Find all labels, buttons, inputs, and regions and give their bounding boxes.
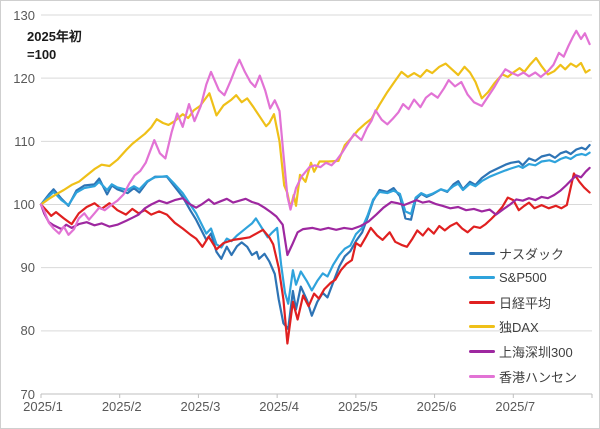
- legend-item-1: S&P500: [469, 270, 547, 286]
- y-axis-label-120: 120: [13, 70, 35, 86]
- series-line-3: [39, 56, 591, 210]
- x-axis-label-2025/3: 2025/3: [180, 399, 221, 414]
- x-axis-label-2025/2: 2025/2: [101, 399, 142, 414]
- series-line-2: [39, 172, 591, 345]
- legend-label-0: ナスダック: [499, 246, 565, 262]
- y-axis-label-130: 130: [13, 7, 35, 23]
- annotation-line2: =100: [27, 47, 57, 62]
- x-axis-label-2025/1: 2025/1: [23, 399, 63, 414]
- y-axis-label-110: 110: [14, 133, 35, 149]
- legend-item-0: ナスダック: [469, 245, 565, 262]
- legend-swatch-0: [469, 251, 495, 255]
- legend-item-5: 香港ハンセン: [469, 368, 578, 385]
- series-line-5: [39, 29, 591, 236]
- legend-swatch-3: [469, 325, 495, 329]
- legend-swatch-2: [469, 300, 495, 304]
- x-axis-label-2025/7: 2025/7: [495, 399, 536, 414]
- annotation-line1: 2025年初: [27, 29, 82, 44]
- legend-label-5: 香港ハンセン: [499, 369, 578, 385]
- legend-label-1: S&P500: [499, 270, 547, 286]
- legend-label-3: 独DAX: [499, 320, 539, 336]
- legend-swatch-1: [469, 276, 495, 280]
- chart-annotation: 2025年初 =100: [27, 28, 82, 64]
- series-line-1: [39, 151, 591, 305]
- legend-item-4: 上海深圳300: [469, 343, 573, 360]
- x-axis-label-2025/4: 2025/4: [259, 399, 300, 414]
- x-axis-label-2025/5: 2025/5: [337, 399, 378, 414]
- series-line-4: [39, 166, 591, 257]
- legend-label-4: 上海深圳300: [499, 344, 573, 360]
- y-axis-label-90: 90: [20, 260, 35, 276]
- x-axis-label-2025/6: 2025/6: [416, 399, 457, 414]
- legend-swatch-4: [469, 349, 495, 353]
- legend-item-3: 独DAX: [469, 319, 539, 335]
- legend-label-2: 日経平均: [499, 295, 552, 311]
- legend-item-2: 日経平均: [469, 294, 552, 311]
- y-axis-label-80: 80: [20, 323, 35, 339]
- y-axis-label-70: 70: [20, 386, 35, 402]
- y-axis-label-100: 100: [13, 197, 35, 212]
- legend-swatch-5: [469, 374, 495, 378]
